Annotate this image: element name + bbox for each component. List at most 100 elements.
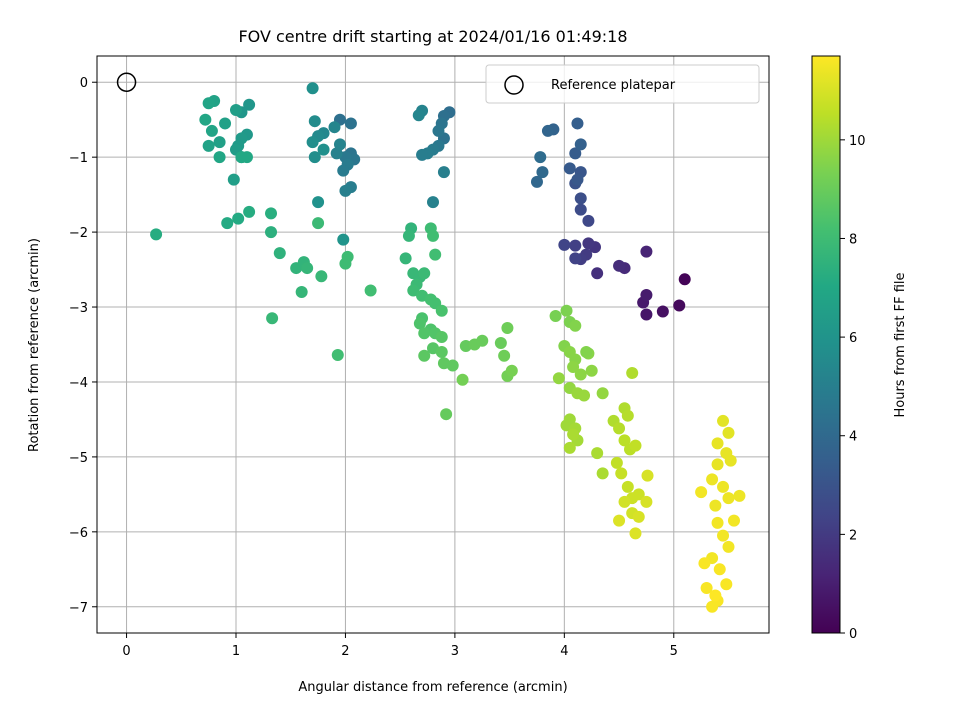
data-point — [243, 98, 256, 111]
data-point — [567, 360, 580, 373]
data-point — [541, 124, 554, 137]
data-point — [498, 349, 511, 362]
data-point — [418, 349, 431, 362]
data-point — [673, 299, 686, 312]
data-point — [711, 458, 724, 471]
data-point — [437, 166, 450, 179]
data-point — [505, 364, 518, 377]
x-tick-label: 4 — [560, 644, 568, 659]
data-point — [578, 389, 591, 402]
data-point — [569, 239, 582, 252]
data-point — [416, 148, 429, 161]
scatter-points — [150, 82, 746, 613]
data-point — [711, 437, 724, 450]
data-point — [571, 173, 584, 186]
data-point — [418, 267, 431, 280]
data-point — [412, 109, 425, 122]
data-point — [678, 273, 691, 286]
data-point — [213, 136, 226, 149]
data-point — [632, 488, 645, 501]
data-point — [213, 151, 226, 164]
data-point — [429, 248, 442, 261]
reference-point — [116, 72, 137, 92]
data-point — [341, 250, 354, 263]
data-point — [435, 331, 448, 344]
data-point — [306, 136, 319, 149]
data-point — [574, 368, 587, 381]
data-point — [344, 117, 357, 130]
data-point — [695, 486, 708, 499]
data-point — [227, 173, 240, 186]
x-tick-label: 5 — [670, 644, 678, 659]
y-tick-label: −2 — [69, 226, 88, 241]
data-point — [308, 115, 321, 128]
colorbar-tick-label: 8 — [849, 232, 857, 247]
data-point — [698, 557, 711, 570]
data-point — [427, 229, 439, 242]
data-point — [232, 212, 245, 225]
chart-title: FOV centre drift starting at 2024/01/16 … — [238, 27, 627, 46]
data-point — [399, 252, 412, 265]
data-point — [308, 151, 321, 164]
x-tick-label: 3 — [451, 644, 459, 659]
data-point — [312, 196, 325, 209]
data-point — [418, 327, 431, 340]
y-axis-label: Rotation from reference (arcmin) — [27, 238, 42, 452]
data-point — [709, 499, 722, 512]
colorbar-tick-label: 2 — [849, 528, 857, 543]
data-point — [202, 97, 215, 110]
y-tick-label: 0 — [80, 76, 88, 91]
data-point — [413, 317, 426, 330]
data-point — [205, 124, 218, 137]
data-point — [150, 228, 163, 241]
legend-box — [485, 64, 760, 104]
data-point — [727, 514, 740, 527]
data-point — [243, 205, 256, 218]
data-point — [626, 366, 639, 379]
y-tick-label: −4 — [69, 376, 88, 391]
data-point — [534, 151, 547, 164]
data-point — [235, 151, 248, 164]
data-point — [618, 495, 631, 508]
data-point — [328, 121, 341, 134]
data-point — [337, 164, 350, 177]
y-axis-ticks: 0 −1 −2 −3 −4 −5 −6 −7 — [69, 76, 97, 616]
data-point — [558, 238, 571, 251]
data-point — [717, 414, 730, 427]
data-point — [640, 289, 653, 302]
data-point — [656, 305, 669, 318]
colorbar-tick-label: 0 — [849, 627, 857, 642]
data-point — [295, 286, 308, 299]
data-point — [199, 113, 212, 126]
data-point — [640, 495, 653, 508]
data-point — [569, 147, 582, 160]
data-point — [331, 348, 344, 361]
data-point — [591, 447, 604, 460]
y-tick-label: −3 — [69, 301, 88, 316]
data-point — [596, 387, 609, 400]
data-point — [571, 117, 584, 130]
data-point — [402, 229, 415, 242]
x-axis-label: Angular distance from reference (arcmin) — [298, 680, 567, 695]
data-point — [427, 196, 439, 209]
x-tick-label: 2 — [341, 644, 349, 659]
data-point — [591, 267, 604, 280]
y-tick-label: −1 — [69, 151, 88, 166]
data-point — [265, 207, 278, 220]
data-point — [536, 166, 549, 179]
data-point — [717, 480, 730, 493]
data-point — [629, 439, 642, 452]
data-point — [552, 372, 565, 385]
data-point — [567, 428, 580, 441]
data-point — [613, 422, 626, 435]
data-point — [585, 364, 598, 377]
data-point — [229, 103, 242, 116]
data-point — [549, 310, 562, 323]
data-point — [312, 217, 325, 230]
data-point — [733, 489, 746, 502]
data-point — [563, 162, 576, 175]
data-point — [610, 456, 623, 469]
data-point — [706, 600, 719, 613]
data-point — [339, 184, 352, 197]
